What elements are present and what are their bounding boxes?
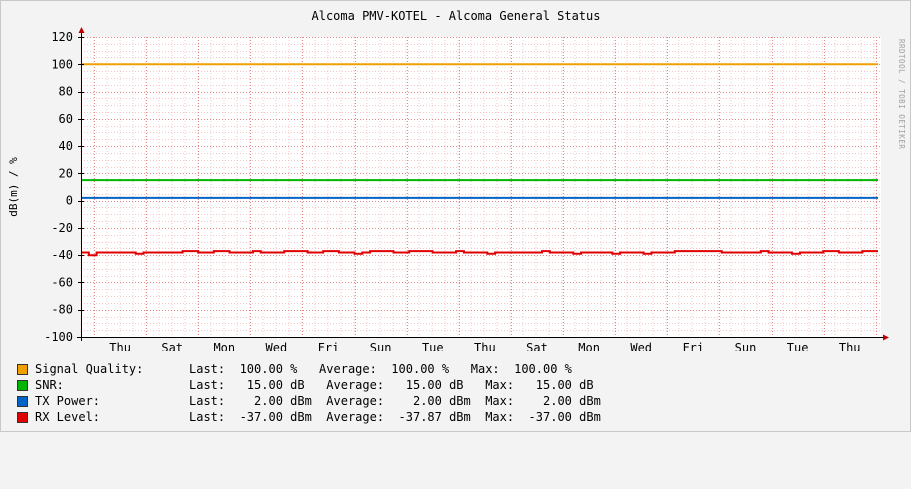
watermark: RRDTOOL / TOBI OETIKER (897, 39, 906, 149)
tx-power-swatch (17, 396, 28, 407)
x-axis-arrow (883, 334, 889, 341)
legend-stats: Last: -37.00 dBm Average: -37.87 dBm Max… (189, 410, 601, 424)
y-tick-label: -100 (44, 330, 73, 344)
x-tick-label: Fri (682, 341, 704, 351)
axes (77, 27, 889, 341)
legend-stats: Last: 15.00 dB Average: 15.00 dB Max: 15… (189, 378, 594, 392)
x-tick-label: Tue (422, 341, 444, 351)
legend-name: SNR: (35, 378, 64, 392)
y-axis-label: dB(m) / % (7, 157, 20, 217)
x-tick-label: Mon (578, 341, 600, 351)
y-tick-label: -80 (51, 303, 73, 317)
y-tick-label: 20 (59, 166, 73, 180)
series-line (81, 250, 878, 257)
x-tick-label: Wed (266, 341, 288, 351)
snr-swatch (17, 380, 28, 391)
x-tick-label: Thu (109, 341, 131, 351)
legend-row-snr: SNR: Last: 15.00 dB Average: 15.00 dB Ma… (17, 377, 594, 393)
legend-name: RX Level: (35, 410, 101, 424)
y-tick-label: 60 (59, 112, 73, 126)
legend-row-tx-power: TX Power: Last: 2.00 dBm Average: 2.00 d… (17, 393, 601, 409)
x-tick-labels: Thu Sat Mon Wed Fri Sun Tue Thu Sat Mon Wed Fri Sun T… (109, 341, 860, 351)
y-tick-label: -40 (51, 248, 73, 262)
x-tick-label: Sun (735, 341, 757, 351)
legend: Signal Quality: Last: 100.00 % Average: … (17, 361, 601, 425)
x-tick-label: Thu (474, 341, 496, 351)
x-tick-label: Sun (370, 341, 392, 351)
x-tick-label: Sat (161, 341, 183, 351)
series-group (81, 63, 878, 257)
x-tick-label: Tue (787, 341, 809, 351)
y-tick-label: 80 (59, 85, 73, 99)
signal-quality-swatch (17, 364, 28, 375)
y-tick-label: 0 (66, 194, 73, 208)
chart: 120 100 80 60 40 20 0 -20 -40 -60 -80 -100 Thu Sat Mo… (7, 9, 906, 351)
x-tick-label: Mon (213, 341, 235, 351)
y-tick-label: 100 (51, 57, 73, 71)
y-axis-arrow (78, 27, 85, 33)
legend-name: Signal Quality: (35, 362, 144, 376)
x-tick-label: Sat (526, 341, 548, 351)
legend-name: TX Power: (35, 394, 101, 408)
legend-stats: Last: 2.00 dBm Average: 2.00 dBm Max: 2.… (189, 394, 601, 408)
legend-row-rx-level: RX Level: Last: -37.00 dBm Average: -37.… (17, 409, 601, 425)
rx-level-swatch (17, 412, 28, 423)
y-tick-label: 40 (59, 139, 73, 153)
x-tick-label: Thu (839, 341, 861, 351)
y-tick-label: -20 (51, 221, 73, 235)
legend-stats: Last: 100.00 % Average: 100.00 % Max: 10… (189, 362, 572, 376)
x-tick-label: Fri (318, 341, 340, 351)
chart-title: Alcoma PMV-KOTEL - Alcoma General Status (312, 9, 601, 23)
rrd-graph: 120 100 80 60 40 20 0 -20 -40 -60 -80 -100 Thu Sat Mo… (0, 0, 911, 432)
y-tick-labels: 120 100 80 60 40 20 0 -20 -40 -60 -80 -100 (44, 30, 73, 344)
y-tick-label: -60 (51, 275, 73, 289)
legend-row-signal-quality: Signal Quality: Last: 100.00 % Average: … (17, 361, 572, 377)
x-tick-label: Wed (630, 341, 652, 351)
y-tick-label: 120 (51, 30, 73, 44)
